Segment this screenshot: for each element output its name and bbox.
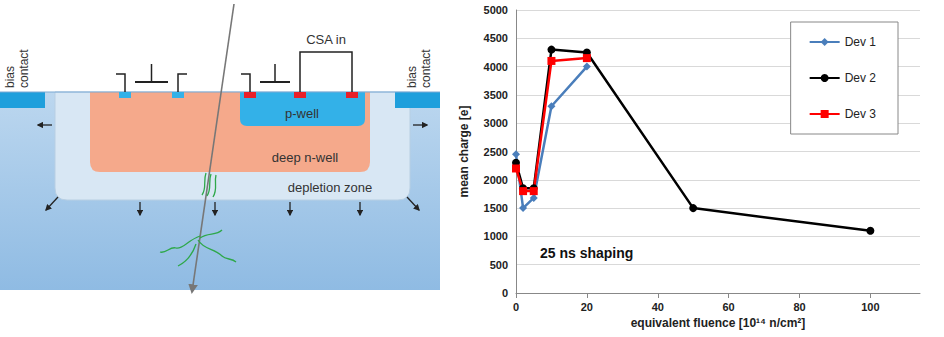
- svg-text:80: 80: [793, 301, 805, 313]
- svg-text:mean charge [e]: mean charge [e]: [457, 105, 471, 197]
- svg-text:deep n-well: deep n-well: [272, 150, 339, 165]
- svg-text:4500: 4500: [484, 32, 508, 44]
- svg-text:3000: 3000: [484, 117, 508, 129]
- svg-text:depletion zone: depletion zone: [288, 180, 373, 195]
- svg-text:2000: 2000: [484, 174, 508, 186]
- svg-text:2500: 2500: [484, 146, 508, 158]
- svg-text:1000: 1000: [484, 230, 508, 242]
- svg-text:p-well: p-well: [285, 106, 319, 121]
- svg-text:60: 60: [723, 301, 735, 313]
- svg-text:4000: 4000: [484, 61, 508, 73]
- svg-text:Dev 1: Dev 1: [845, 35, 877, 49]
- svg-text:0: 0: [513, 301, 519, 313]
- svg-text:40: 40: [652, 301, 664, 313]
- svg-text:5000: 5000: [484, 4, 508, 16]
- svg-text:Dev 3: Dev 3: [845, 107, 877, 121]
- svg-text:equivalent fluence [10¹⁴ n/cm²: equivalent fluence [10¹⁴ n/cm²]: [631, 316, 806, 330]
- svg-text:3500: 3500: [484, 89, 508, 101]
- svg-text:20: 20: [581, 301, 593, 313]
- svg-text:1500: 1500: [484, 202, 508, 214]
- svg-text:500: 500: [490, 259, 508, 271]
- svg-text:Dev 2: Dev 2: [845, 71, 877, 85]
- svg-text:bias: bias: [405, 66, 419, 88]
- svg-text:contact: contact: [17, 49, 31, 88]
- svg-text:bias: bias: [3, 66, 17, 88]
- svg-text:100: 100: [861, 301, 879, 313]
- svg-text:25 ns shaping: 25 ns shaping: [540, 245, 633, 261]
- svg-text:contact: contact: [419, 49, 433, 88]
- svg-text:CSA in: CSA in: [306, 32, 346, 47]
- svg-text:0: 0: [502, 287, 508, 299]
